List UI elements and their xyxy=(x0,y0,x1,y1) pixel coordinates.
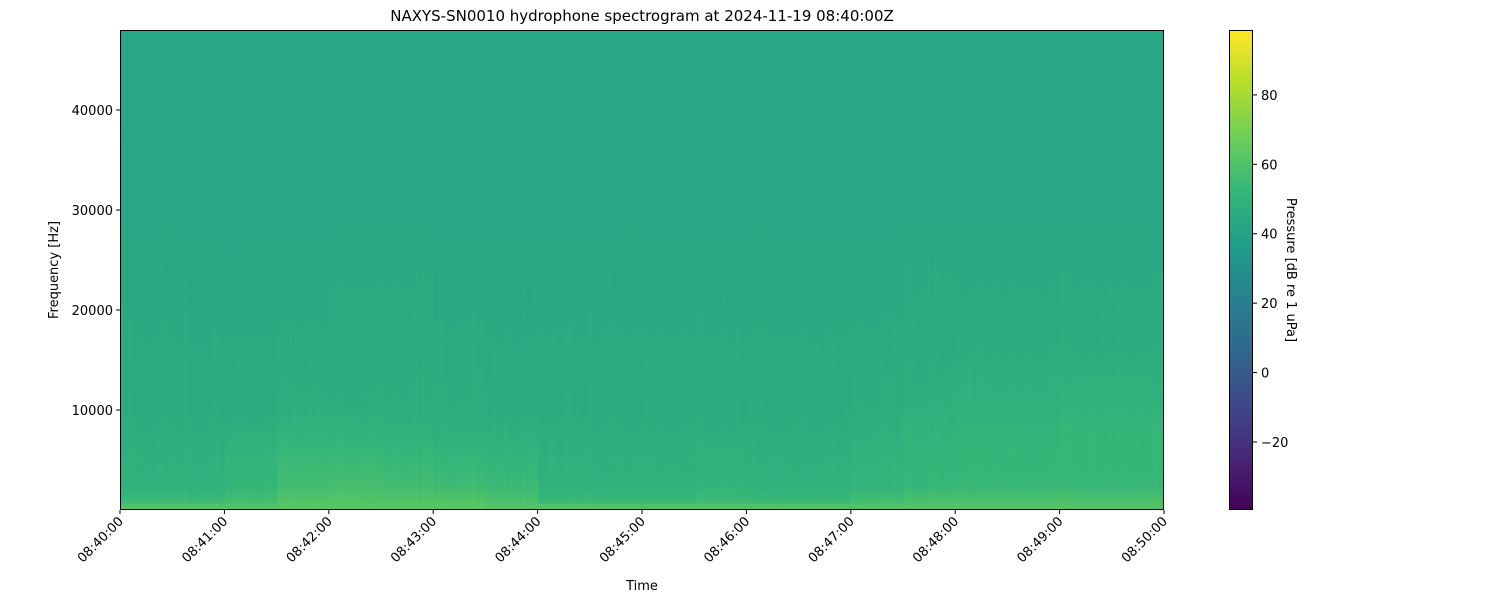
chart-title: NAXYS-SN0010 hydrophone spectrogram at 2… xyxy=(390,7,894,25)
colorbar-tick-label: 40 xyxy=(1261,228,1278,243)
y-tick-label: 40000 xyxy=(72,104,113,119)
plot-frame xyxy=(120,30,1164,510)
x-tick-label: 08:42:00 xyxy=(284,514,336,566)
y-tick-label: 20000 xyxy=(72,304,113,319)
colorbar-tick-label: 0 xyxy=(1261,367,1269,382)
y-axis-label: Frequency [Hz] xyxy=(47,221,62,319)
x-tick-label: 08:43:00 xyxy=(388,514,440,566)
colorbar-tick-label: −20 xyxy=(1261,436,1288,451)
x-tick-label: 08:46:00 xyxy=(701,514,753,566)
colorbar-tick-label: 80 xyxy=(1261,89,1278,104)
y-tick-label: 10000 xyxy=(72,404,113,419)
colorbar-frame xyxy=(1229,30,1253,510)
x-tick-label: 08:45:00 xyxy=(597,514,649,566)
colorbar-tick-label: 60 xyxy=(1261,158,1278,173)
x-tick-label: 08:41:00 xyxy=(179,514,231,566)
x-tick-label: 08:50:00 xyxy=(1119,514,1171,566)
colorbar-label: Pressure [dB re 1 uPa] xyxy=(1283,198,1298,342)
x-tick-label: 08:48:00 xyxy=(910,514,962,566)
x-tick-label: 08:49:00 xyxy=(1015,514,1067,566)
x-axis-label: Time xyxy=(625,579,658,594)
x-tick-label: 08:40:00 xyxy=(75,514,127,566)
y-tick-label: 30000 xyxy=(72,204,113,219)
colorbar-tick-label: 20 xyxy=(1261,297,1278,312)
colorbar-gradient xyxy=(1229,30,1253,510)
spectrogram-image xyxy=(120,30,1164,510)
x-tick-label: 08:44:00 xyxy=(493,514,545,566)
x-tick-label: 08:47:00 xyxy=(806,514,858,566)
